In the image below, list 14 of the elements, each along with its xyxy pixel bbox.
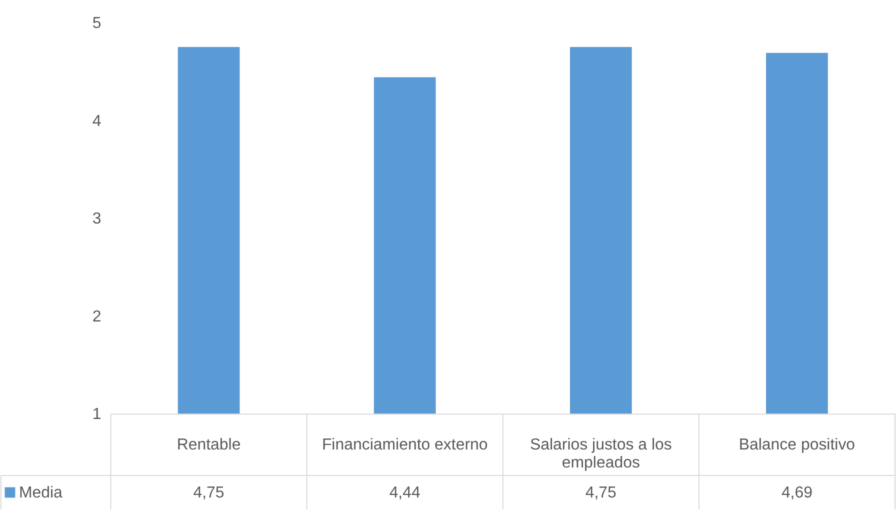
y-tick-label: 5 <box>92 15 102 32</box>
data-label: 4,44 <box>389 484 420 502</box>
y-tick-label: 4 <box>92 112 102 130</box>
data-label: 4,69 <box>781 484 813 502</box>
x-tick-label: Salarios justos a los empleados <box>530 436 672 472</box>
x-tick-label: Rentable <box>176 436 241 454</box>
data-label: 4,75 <box>585 484 617 502</box>
x-tick-label: Financiamiento externo <box>322 436 488 454</box>
data-label: 4,75 <box>193 484 224 502</box>
legend-label: Media <box>18 484 63 502</box>
x-tick-label: Balance positivo <box>738 436 856 454</box>
y-tick-label: 1 <box>92 406 102 424</box>
y-tick-label: 2 <box>92 308 102 326</box>
y-tick-label: 3 <box>92 210 102 228</box>
